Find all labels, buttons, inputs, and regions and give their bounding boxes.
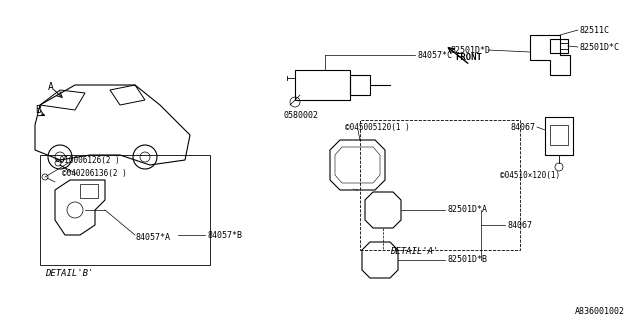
Text: 84067: 84067 xyxy=(510,123,535,132)
Text: 82511C: 82511C xyxy=(580,26,610,35)
Text: A: A xyxy=(48,82,54,92)
Text: DETAIL'B': DETAIL'B' xyxy=(45,268,93,277)
Text: B: B xyxy=(35,105,41,115)
Text: ©040206136(2 ): ©040206136(2 ) xyxy=(62,169,127,178)
Text: A836001002: A836001002 xyxy=(575,308,625,316)
Text: 0580002: 0580002 xyxy=(283,110,318,119)
Text: 84057*A: 84057*A xyxy=(135,233,170,242)
Text: 82501D*B: 82501D*B xyxy=(447,255,487,265)
Text: 82501D*A: 82501D*A xyxy=(447,205,487,214)
Text: DETAIL'A': DETAIL'A' xyxy=(390,247,438,257)
Text: 84067: 84067 xyxy=(507,220,532,229)
Text: ©045005120(1 ): ©045005120(1 ) xyxy=(345,123,410,132)
Text: ©04510×120(1): ©04510×120(1) xyxy=(500,171,560,180)
Text: FRONT: FRONT xyxy=(455,52,482,61)
Text: 84057*C: 84057*C xyxy=(417,51,452,60)
Text: ¤010006126(2 ): ¤010006126(2 ) xyxy=(55,156,120,164)
Text: 82501D*C: 82501D*C xyxy=(580,43,620,52)
Text: 82501D*D: 82501D*D xyxy=(450,45,490,54)
Text: 84057*B: 84057*B xyxy=(207,230,242,239)
